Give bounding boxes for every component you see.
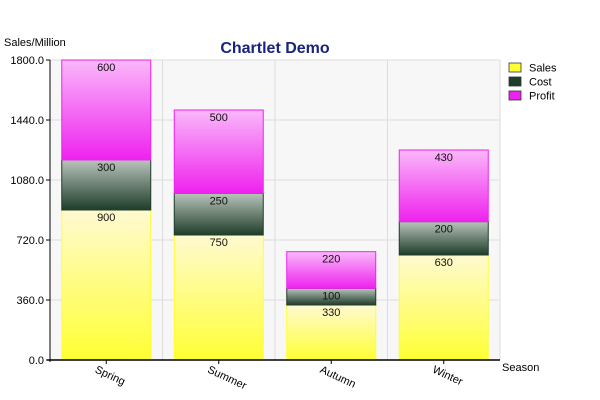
bar-winter-profit <box>398 149 489 223</box>
legend-swatch-cost <box>508 76 522 87</box>
x-axis-label: Season <box>502 362 539 374</box>
chart-title: Chartlet Demo <box>220 40 330 57</box>
data-label-autumn-cost: 100 <box>322 290 340 302</box>
bar-summer-profit <box>173 109 264 194</box>
data-label-winter-profit: 430 <box>435 152 453 164</box>
y-tick-label: 720.0 <box>16 235 44 247</box>
legend-label-sales: Sales <box>529 63 557 75</box>
y-tick-label: 360.0 <box>16 295 44 307</box>
x-tick-label-autumn: Autumn <box>318 364 357 391</box>
bar-spring-sales <box>61 209 152 361</box>
bar-autumn-sales <box>286 304 377 361</box>
data-label-spring-profit: 600 <box>97 62 115 74</box>
y-tick-label: 1080.0 <box>10 175 44 187</box>
bar-spring-profit <box>61 59 152 161</box>
bar-winter-sales <box>398 254 489 361</box>
y-tick-label: 1440.0 <box>10 115 44 127</box>
data-labels: 900 300 600 750 250 500 330 100 220 630 200 430 <box>97 62 453 319</box>
data-label-spring-cost: 300 <box>97 162 115 174</box>
data-label-winter-cost: 200 <box>435 224 453 236</box>
bar-winter-cost <box>398 221 489 256</box>
data-label-autumn-profit: 220 <box>322 254 340 266</box>
data-label-autumn-sales: 330 <box>322 307 340 319</box>
data-label-summer-profit: 500 <box>210 112 228 124</box>
bar-summer-sales <box>173 234 264 361</box>
data-label-spring-sales: 900 <box>97 212 115 224</box>
data-label-summer-cost: 250 <box>210 195 228 207</box>
legend-label-cost: Cost <box>529 77 552 89</box>
y-tick-label: 0.0 <box>29 355 44 367</box>
y-tick-label: 1800.0 <box>10 55 44 67</box>
bar-summer-cost <box>173 192 264 236</box>
bars <box>61 59 489 361</box>
x-tick-label-winter: Winter <box>430 364 464 388</box>
legend-label-profit: Profit <box>529 91 555 103</box>
legend: Sales Cost Profit <box>508 62 557 103</box>
x-tick-label-spring: Spring <box>93 364 127 388</box>
legend-swatch-sales <box>508 62 522 73</box>
data-label-winter-sales: 630 <box>435 257 453 269</box>
data-label-summer-sales: 750 <box>210 237 228 249</box>
legend-swatch-profit <box>508 90 522 101</box>
bar-autumn-profit <box>286 251 377 289</box>
x-tick-label-summer: Summer <box>205 364 248 393</box>
y-axis-label: Sales/Million <box>4 37 66 49</box>
